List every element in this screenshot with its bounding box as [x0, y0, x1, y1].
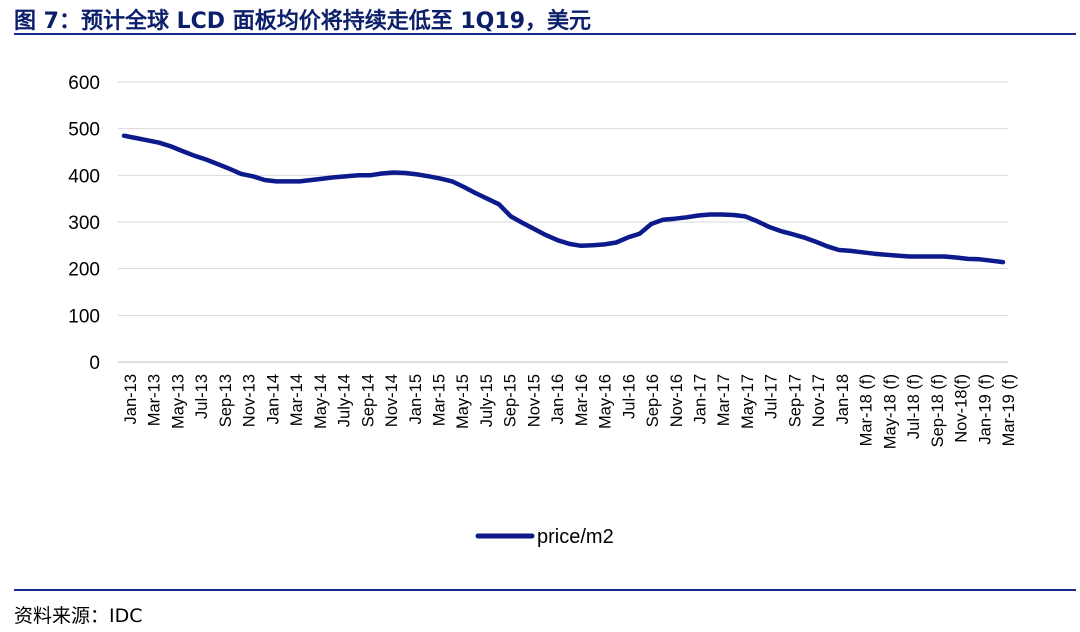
legend: price/m2 [475, 526, 614, 548]
y-tick-label-400: 400 [68, 166, 100, 187]
x-tick-label: Mar-15 [430, 374, 448, 426]
x-tick-label: Jan-13 [122, 374, 140, 424]
source-note: 资料来源：IDC [14, 605, 143, 627]
x-tick-label: Jan-14 [264, 374, 282, 424]
x-tick-label: Nov-14 [383, 374, 401, 427]
x-tick-label: Mar-13 [146, 374, 164, 426]
x-tick-label: Nov-17 [810, 374, 828, 427]
x-tick-label: Mar-19 (f) [1000, 374, 1018, 446]
y-tick-label-500: 500 [68, 120, 100, 141]
x-tick-label: Sep-17 [786, 374, 804, 427]
y-tick-label-200: 200 [68, 260, 100, 281]
x-tick-label: Nov-13 [241, 374, 259, 427]
y-tick-label-0: 0 [89, 353, 100, 374]
x-tick-label: Mar-16 [573, 374, 591, 426]
x-tick-label: Jul-16 [620, 374, 638, 419]
x-tick-label: Jan-19 (f) [976, 374, 994, 445]
x-tick-label: May-13 [169, 374, 187, 429]
y-axis-ticks: 0 100 200 300 400 500 600 [68, 73, 100, 374]
series-layer [121, 133, 1006, 265]
x-tick-label: Sep-13 [217, 374, 235, 427]
x-tick-label: Jul-17 [763, 374, 781, 419]
series-line-price-per-m2 [121, 133, 1006, 265]
x-tick-label: July-14 [336, 374, 354, 427]
source-rule [14, 589, 1076, 591]
y-tick-label-300: 300 [68, 213, 100, 234]
x-tick-label: Jan-15 [407, 374, 425, 424]
x-tick-label: Jul-13 [193, 374, 211, 419]
x-tick-label: Jan-16 [549, 374, 567, 424]
x-tick-label: Jan-17 [692, 374, 710, 424]
x-tick-label: May-17 [739, 374, 757, 429]
gridlines [118, 81, 1008, 316]
x-tick-label: July-15 [478, 374, 496, 427]
x-axis-ticks: Jan-13 Mar-13 May-13 Jul-13 Sep-13 Nov-13 Jan-… [122, 374, 1018, 449]
x-tick-label: Sep-16 [644, 374, 662, 427]
title-rule [14, 33, 1076, 35]
x-tick-label: Nov-18(f) [953, 374, 971, 443]
x-tick-label: Mar-14 [288, 374, 306, 426]
x-tick-label: Sep-15 [502, 374, 520, 427]
x-tick-label: May-16 [597, 374, 615, 429]
x-tick-label: May-15 [454, 374, 472, 429]
x-tick-label: Sep-14 [359, 374, 377, 427]
figure-title: 图 7：预计全球 LCD 面板均价将持续走低至 1Q19，美元 [14, 9, 591, 34]
x-tick-label: Jan-18 [834, 374, 852, 424]
x-tick-label: May-18 (f) [881, 374, 899, 449]
x-tick-label: Mar-18 (f) [858, 374, 876, 446]
x-tick-label: Sep-18 (f) [929, 374, 947, 447]
x-tick-label: Nov-16 [668, 374, 686, 427]
x-tick-label: May-14 [312, 374, 330, 429]
x-tick-label: Mar-17 [715, 374, 733, 426]
y-tick-label-100: 100 [68, 306, 100, 327]
y-tick-label-600: 600 [68, 73, 100, 94]
x-tick-label: Nov-15 [525, 374, 543, 427]
x-tick-label: Jul-18 (f) [905, 374, 923, 439]
legend-label-price-per-m2: price/m2 [537, 526, 614, 548]
